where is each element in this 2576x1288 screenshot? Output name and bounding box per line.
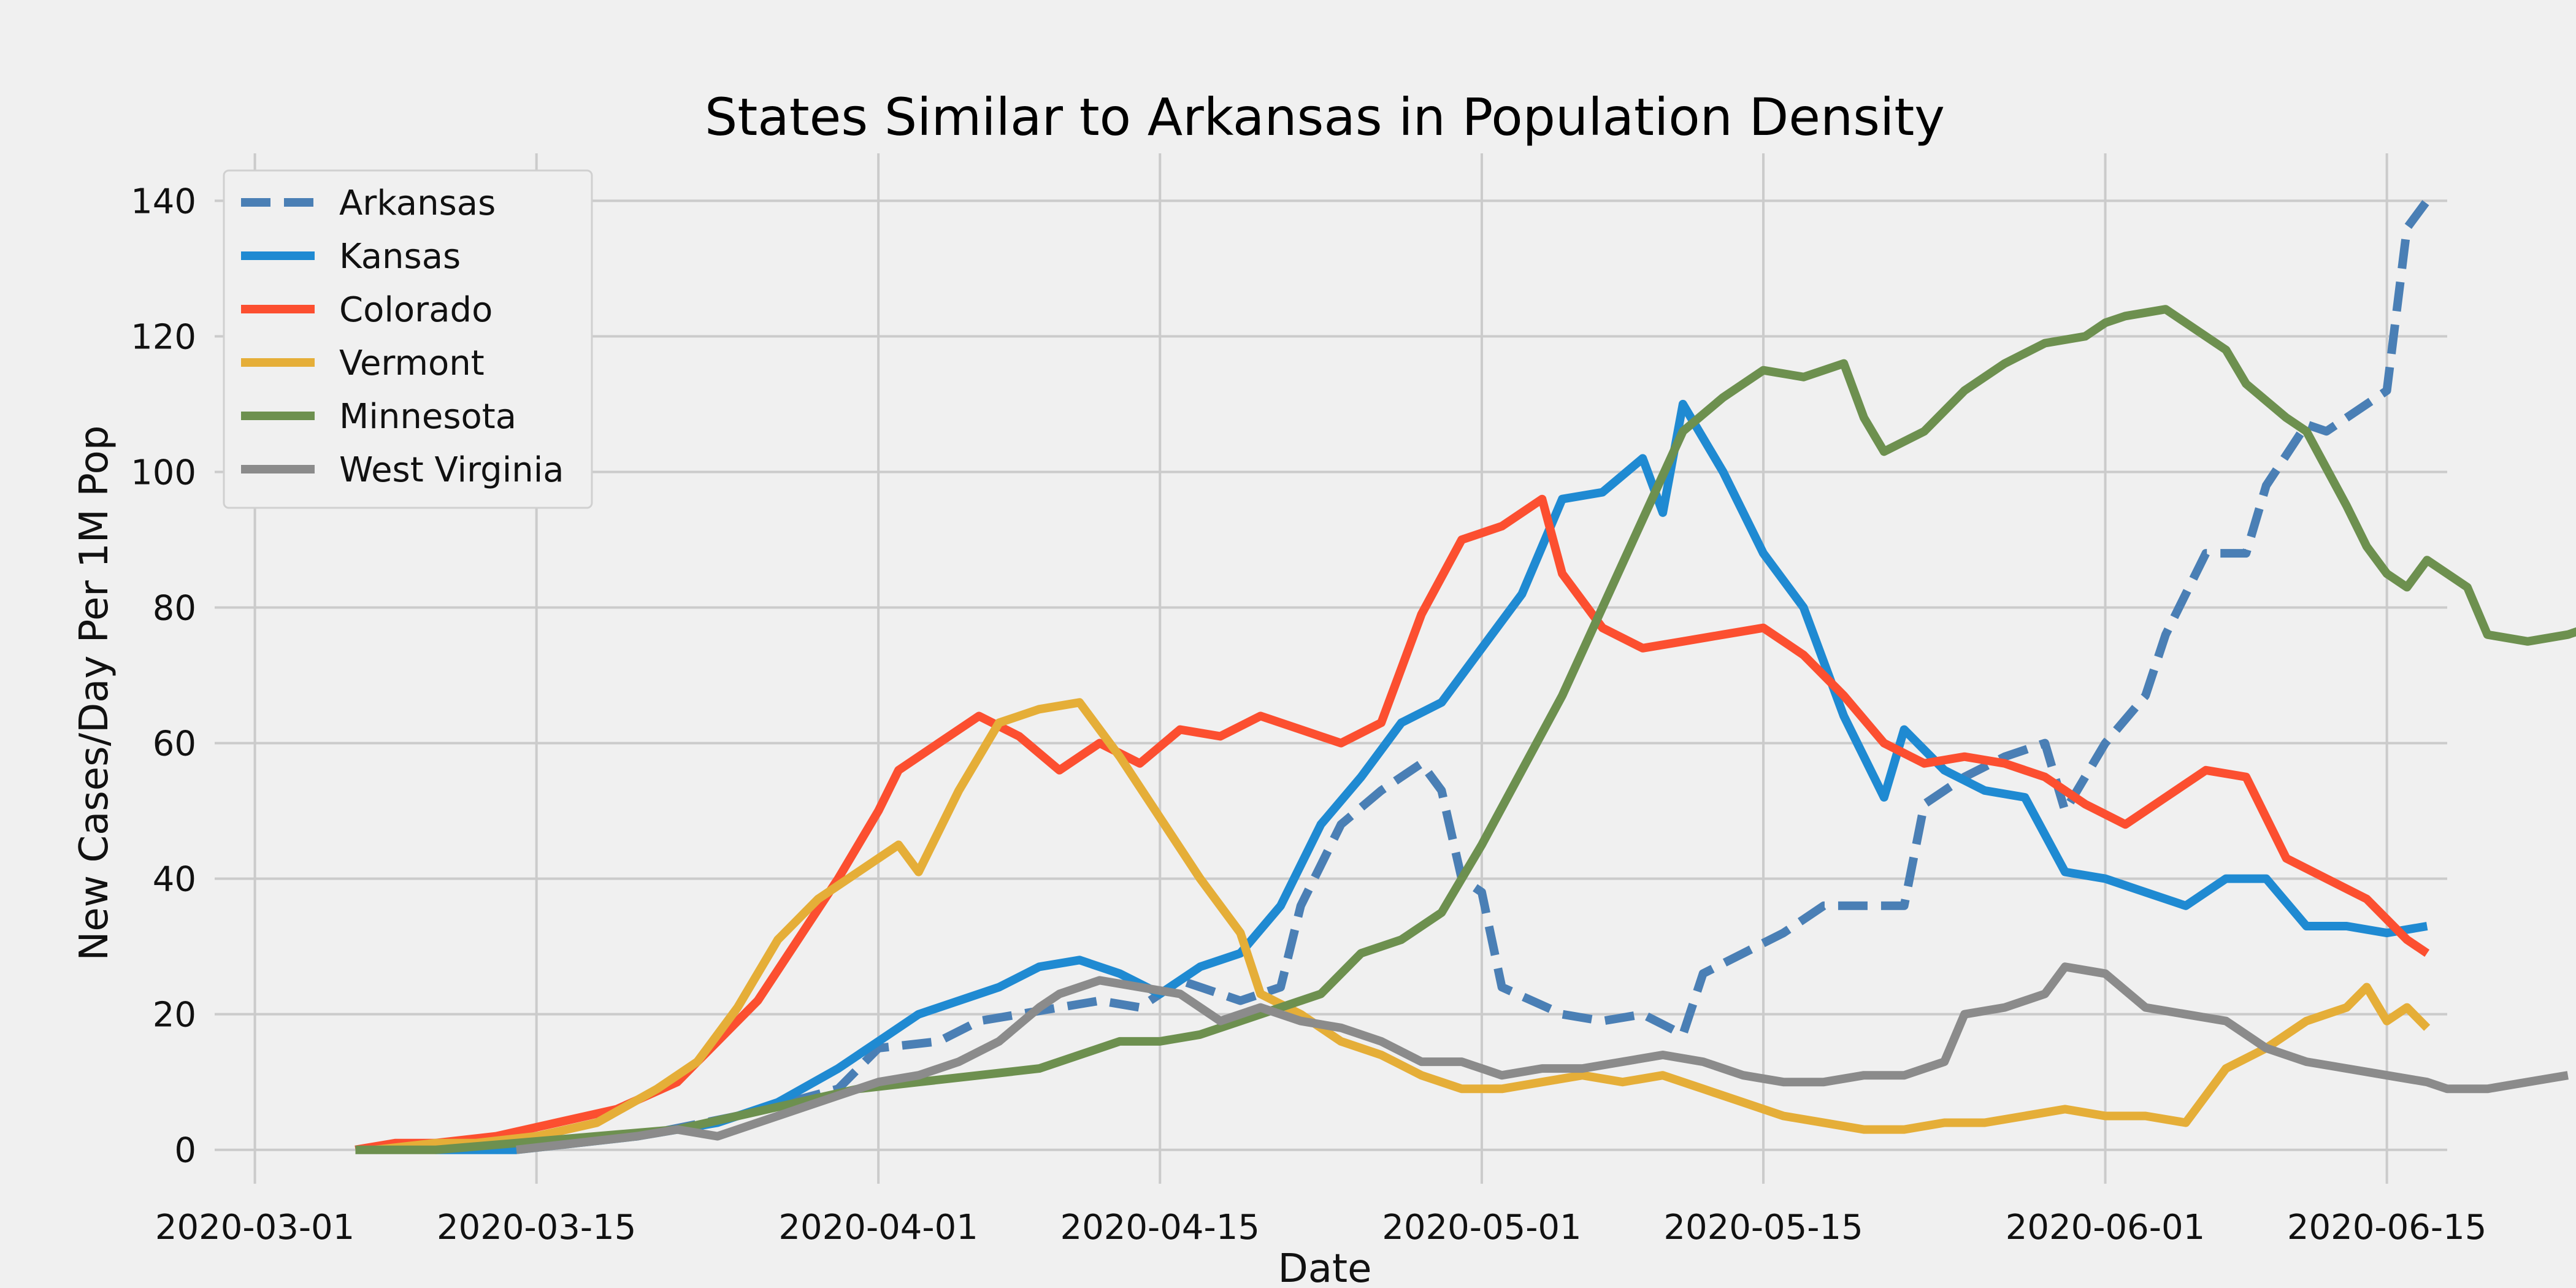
- legend-label: West Virginia: [339, 450, 564, 490]
- x-tick-label: 2020-03-15: [437, 1208, 636, 1248]
- x-tick-label: 2020-06-15: [2287, 1208, 2486, 1248]
- series-line-minnesota: [355, 305, 2576, 1154]
- y-tick-label: 140: [131, 182, 196, 221]
- series-line-kansas: [435, 399, 2428, 1154]
- x-axis-label: Date: [1278, 1246, 1372, 1288]
- series-line-colorado: [355, 494, 2430, 1154]
- y-tick-label: 60: [153, 724, 196, 764]
- legend-box: [223, 169, 593, 509]
- x-tick-label: 2020-06-01: [2006, 1208, 2205, 1248]
- y-axis-label: New Cases/Day Per 1M Pop: [72, 426, 117, 961]
- legend-label: Kansas: [339, 237, 461, 277]
- x-tick-label: 2020-04-15: [1060, 1208, 1260, 1248]
- series-lines: [355, 198, 2576, 1154]
- legend-label: Colorado: [339, 290, 493, 330]
- x-tick-label: 2020-04-01: [778, 1208, 978, 1248]
- legend-label: Vermont: [339, 343, 485, 383]
- x-tick-label: 2020-05-01: [1382, 1208, 1581, 1248]
- y-axis-ticks: 0 20 40 60 80 100 120 140: [131, 182, 196, 1170]
- y-tick-label: 80: [153, 589, 196, 629]
- y-tick-label: 0: [174, 1131, 196, 1171]
- y-tick-label: 120: [131, 317, 196, 357]
- legend-label: Arkansas: [339, 183, 496, 223]
- x-axis-ticks: 2020-03-01 2020-03-15 2020-04-01 2020-04-15…: [155, 1208, 2486, 1248]
- legend-label: Minnesota: [339, 397, 516, 437]
- chart-title: States Similar to Arkansas in Population…: [705, 87, 1945, 147]
- x-tick-label: 2020-05-15: [1663, 1208, 1863, 1248]
- series-line-west-virginia: [516, 962, 2569, 1154]
- y-tick-label: 100: [131, 453, 196, 493]
- x-tick-label: 2020-03-01: [155, 1208, 355, 1248]
- legend: Arkansas Kansas Colorado Vermont Minnesota We…: [223, 169, 593, 509]
- y-tick-label: 40: [153, 860, 196, 900]
- series-line-vermont: [375, 698, 2431, 1154]
- series-line-arkansas: [496, 198, 2431, 1154]
- y-tick-label: 20: [153, 995, 196, 1035]
